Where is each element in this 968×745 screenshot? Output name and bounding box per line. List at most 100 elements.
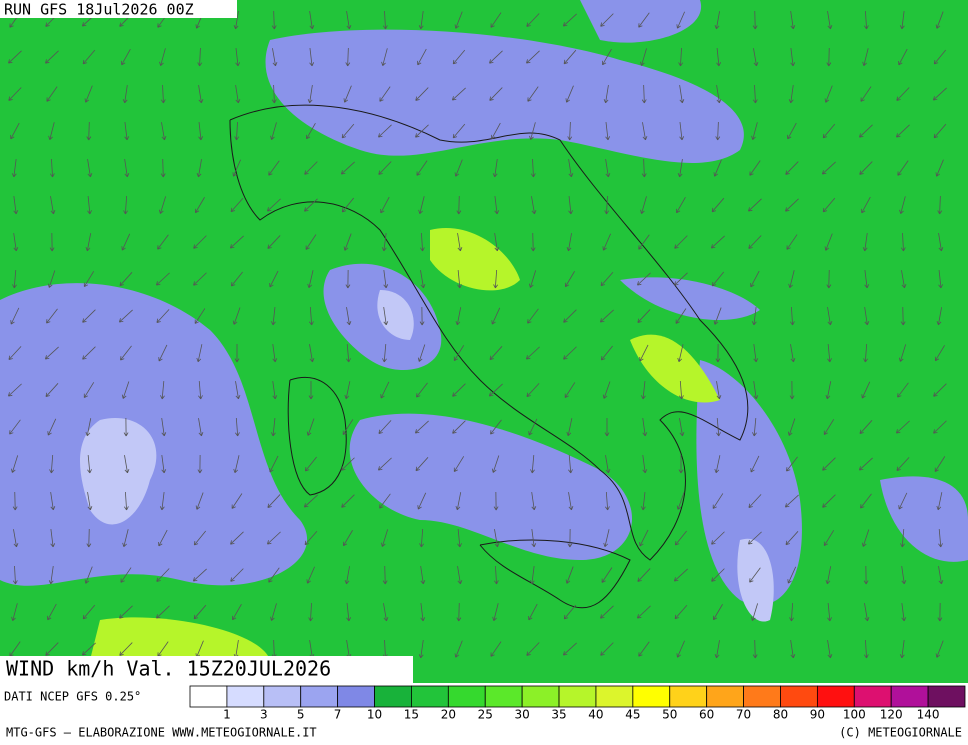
- wind-arrow: [790, 640, 796, 659]
- wind-arrow: [526, 50, 540, 64]
- wind-arrow: [710, 235, 725, 249]
- wind-arrow: [748, 235, 762, 249]
- wind-arrow: [344, 381, 351, 400]
- wind-arrow: [306, 122, 316, 140]
- wind-arrow: [493, 491, 499, 511]
- wind-arrow: [341, 494, 355, 508]
- legend-level: 35: [551, 708, 566, 722]
- wind-arrow: [714, 11, 720, 30]
- wind-field: [0, 0, 968, 683]
- wind-arrow: [748, 198, 762, 212]
- wind-arrow: [751, 122, 758, 140]
- wind-arrow: [823, 530, 835, 547]
- legend-level: 1: [223, 708, 231, 722]
- wind-arrow: [827, 11, 833, 30]
- wind-arrow: [491, 307, 501, 325]
- wind-arrow: [711, 197, 725, 213]
- wind-arrow: [383, 603, 389, 622]
- wind-arrow: [86, 528, 92, 548]
- wind-arrow: [198, 122, 204, 141]
- color-swatch: [189, 685, 228, 708]
- wind-arrow: [452, 49, 466, 65]
- wind-arrow: [192, 568, 207, 582]
- wind-arrow: [158, 529, 168, 547]
- wind-arrow: [11, 159, 17, 178]
- wind-arrow: [307, 85, 313, 104]
- wind-arrow: [938, 566, 944, 585]
- wind-arrow: [455, 307, 462, 326]
- low-wind-areas: [0, 0, 968, 606]
- wind-arrow: [753, 344, 759, 363]
- wind-arrow: [414, 420, 429, 434]
- wind-arrow: [490, 12, 502, 28]
- wind-arrow: [712, 604, 723, 621]
- wind-arrow: [13, 196, 19, 215]
- wind-arrow: [383, 307, 389, 326]
- valid-label: WIND km/h Val. 15Z20JUL2026: [6, 657, 331, 681]
- wind-arrow: [267, 494, 281, 508]
- wind-arrow: [309, 11, 315, 30]
- legend-level: 20: [441, 708, 456, 722]
- wind-arrow: [600, 13, 614, 27]
- wind-arrow: [896, 124, 910, 138]
- wind-arrow: [308, 380, 314, 400]
- wind-arrow: [491, 122, 501, 140]
- wind-arrow: [785, 161, 799, 175]
- wind-arrow: [563, 49, 577, 65]
- wind-arrow: [491, 455, 500, 473]
- footer-right: (C) METEOGIORNALE: [839, 726, 962, 740]
- wind-arrow: [381, 233, 387, 252]
- run-label: RUN GFS 18Jul2026 00Z: [4, 1, 194, 19]
- wind-arrow: [859, 161, 873, 175]
- wind-arrow: [788, 270, 795, 289]
- wind-arrow: [864, 603, 870, 622]
- wind-arrow: [420, 270, 426, 289]
- wind-arrow: [271, 84, 277, 104]
- wind-arrow: [119, 642, 133, 656]
- wind-arrow: [81, 642, 96, 656]
- wind-arrow: [120, 345, 132, 361]
- wind-arrow: [901, 270, 907, 289]
- wind-arrow: [342, 419, 354, 435]
- wind-arrow: [233, 11, 239, 30]
- legend-level: 90: [810, 708, 825, 722]
- wind-arrow: [602, 381, 611, 399]
- wind-arrow: [637, 309, 651, 323]
- wind-arrow: [50, 196, 56, 215]
- wind-arrow: [821, 161, 836, 175]
- wind-arrow: [676, 640, 685, 658]
- wind-arrow: [933, 123, 947, 139]
- wind-arrow: [198, 418, 204, 437]
- wind-arrow: [600, 271, 614, 287]
- wind-arrow: [307, 270, 314, 289]
- wind-arrow: [822, 494, 836, 508]
- wind-arrow: [85, 233, 92, 252]
- wind-arrow: [637, 568, 651, 582]
- wind-arrow: [197, 47, 203, 67]
- color-swatch: [890, 685, 929, 708]
- color-swatch: [263, 685, 302, 708]
- wind-arrow: [309, 344, 315, 363]
- wind-arrow: [194, 197, 205, 214]
- color-swatch: [780, 685, 818, 708]
- wind-arrow: [306, 566, 315, 584]
- wind-arrow: [10, 455, 19, 473]
- wind-arrow: [638, 641, 650, 657]
- legend-level: 25: [478, 708, 493, 722]
- wind-arrow: [340, 161, 355, 175]
- wind-arrow: [345, 47, 351, 67]
- wind-arrow: [752, 10, 758, 30]
- wind-arrow: [713, 307, 722, 325]
- wind-arrow: [84, 85, 93, 103]
- wind-arrow: [9, 419, 21, 435]
- wind-arrow: [268, 160, 280, 176]
- wind-arrow: [11, 603, 18, 621]
- wind-arrow: [270, 122, 277, 140]
- wind-arrow: [232, 307, 241, 325]
- wind-arrow: [267, 531, 281, 545]
- wind-arrow: [452, 420, 466, 434]
- wind-arrow: [488, 383, 503, 397]
- legend-level: 40: [588, 708, 603, 722]
- wind-arrow: [492, 603, 499, 622]
